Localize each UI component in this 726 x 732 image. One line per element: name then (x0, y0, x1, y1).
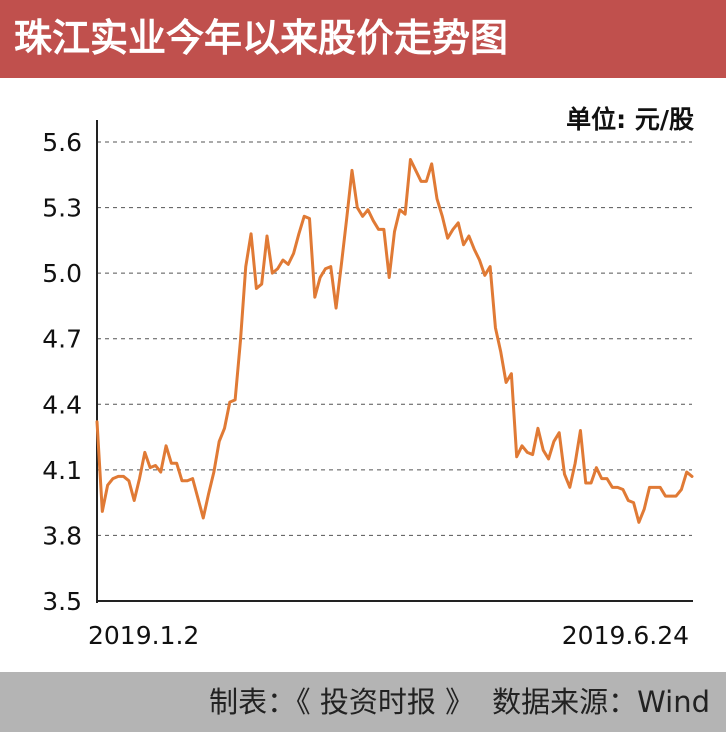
footer-text: 制表：《 投资时报 》数据来源：Wind (191, 680, 710, 724)
axes (96, 120, 693, 603)
grid-lines (97, 141, 692, 536)
y-tick-label: 5.3 (42, 194, 82, 223)
price-series (95, 157, 694, 524)
stock-price-chart: 5.6 5.3 5.0 4.7 4.4 4.1 3.8 3.5 单位: 元/股 2019.1.… (42, 105, 694, 650)
x-tick-label-end: 2019.6.24 (562, 621, 689, 650)
footer-bar: 制表：《 投资时报 》数据来源：Wind (0, 672, 726, 732)
y-tick-label: 5.6 (42, 128, 82, 157)
x-tick-label-start: 2019.1.2 (88, 621, 199, 650)
y-tick-label: 4.4 (42, 390, 82, 419)
chart-title: 珠江实业今年以来股价走势图 (14, 16, 509, 60)
y-tick-label: 4.1 (42, 456, 82, 485)
y-tick-label: 4.7 (42, 325, 82, 354)
y-tick-label: 5.0 (42, 259, 82, 288)
footer-producer: 制表：《 投资时报 》 (209, 685, 475, 719)
header-bar: 珠江实业今年以来股价走势图 (0, 0, 726, 78)
y-tick-label: 3.8 (42, 521, 82, 550)
footer-source: 数据来源：Wind (492, 685, 710, 719)
y-tick-label: 3.5 (42, 587, 82, 616)
unit-label: 单位: 元/股 (566, 105, 694, 134)
price-line (95, 157, 694, 524)
y-tick-labels: 5.6 5.3 5.0 4.7 4.4 4.1 3.8 3.5 (42, 128, 82, 616)
